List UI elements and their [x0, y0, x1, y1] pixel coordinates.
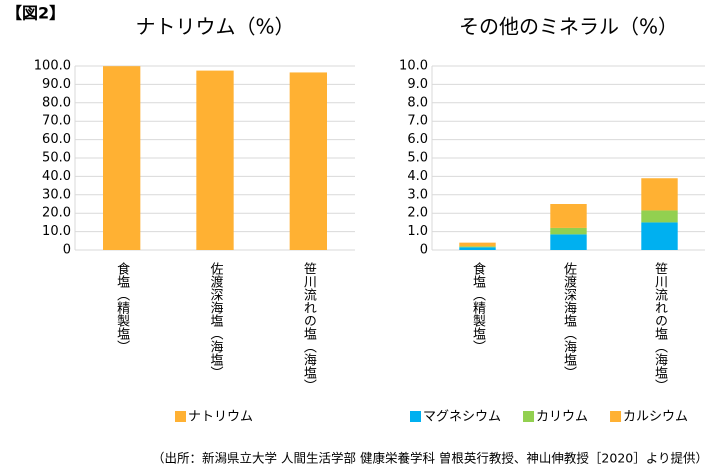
y-tick-label: 7.0	[407, 114, 428, 129]
bar	[459, 247, 496, 250]
y-tick-label: 5.0	[407, 151, 428, 166]
bar	[196, 70, 234, 250]
y-tick-label: 9.0	[407, 77, 428, 92]
y-tick-label: 6.0	[407, 132, 428, 147]
legend-label: ナトリウム	[188, 410, 253, 425]
chart-title: ナトリウム（%）	[135, 15, 294, 39]
y-tick-label: 90.0	[42, 77, 71, 92]
y-tick-label: 0	[420, 243, 428, 258]
y-tick-label: 10.0	[399, 59, 428, 74]
legend-swatch	[410, 411, 421, 422]
y-tick-label: 4.0	[407, 169, 428, 184]
legend-swatch	[610, 411, 622, 422]
legend-label: マグネシウム	[423, 410, 501, 425]
y-tick-label: 100.0	[34, 59, 71, 74]
x-tick-label: 笹川流れの塩（海塩）	[652, 261, 668, 392]
bar	[550, 227, 587, 235]
footnote: （出所：新潟県立大学 人間生活学部 健康栄養学科 曽根英行教授、神山伸教授［20…	[152, 451, 708, 466]
x-tick-label: 佐渡深海塩（海塩）	[208, 262, 224, 379]
y-tick-label: 50.0	[42, 151, 71, 166]
y-tick-label: 40.0	[42, 169, 71, 184]
legend-label: カルシウム	[623, 410, 688, 425]
y-tick-label: 60.0	[42, 132, 71, 147]
y-tick-label: 2.0	[407, 206, 428, 221]
y-tick-label: 0	[63, 243, 71, 258]
bar	[103, 66, 141, 251]
y-tick-label: 20.0	[42, 206, 71, 221]
y-tick-label: 3.0	[407, 187, 428, 202]
bar	[459, 242, 496, 247]
bar	[459, 246, 496, 248]
figure-label: 【図2】	[6, 4, 65, 23]
chart-title: その他のミネラル（%）	[459, 15, 678, 39]
y-tick-label: 80.0	[42, 95, 71, 110]
x-tick-label: 食塩（精製塩）	[470, 261, 486, 353]
legend-label: カリウム	[536, 410, 588, 425]
legend-swatch	[523, 411, 535, 422]
x-tick-label: 佐渡深海塩（海塩）	[561, 262, 577, 379]
y-tick-label: 8.0	[407, 95, 428, 110]
bar	[641, 222, 678, 250]
legend-swatch	[175, 411, 186, 422]
bar	[641, 210, 678, 223]
bar	[550, 234, 587, 250]
y-tick-label: 70.0	[42, 114, 71, 129]
y-tick-label: 30.0	[42, 187, 71, 202]
x-tick-label: 食塩（精製塩）	[114, 261, 129, 353]
bar	[289, 72, 327, 250]
y-tick-label: 1.0	[407, 224, 428, 239]
y-tick-label: 10.0	[42, 224, 71, 239]
bar	[641, 178, 678, 211]
bar	[550, 204, 587, 228]
x-tick-label: 笹川流れの塩（海塩）	[301, 261, 317, 392]
